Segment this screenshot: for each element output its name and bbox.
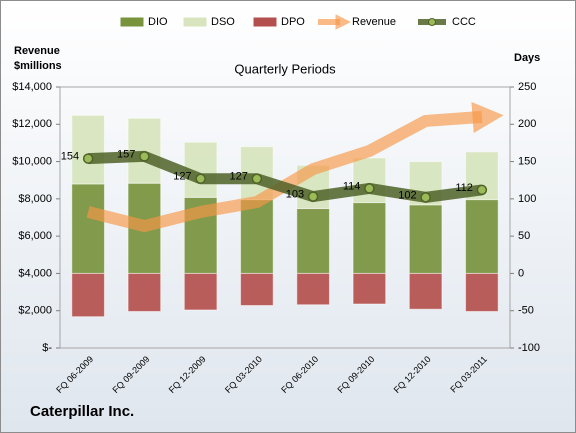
bar: [408, 272, 443, 310]
bar: [465, 272, 499, 312]
y-tick-label: $2,000: [18, 305, 52, 317]
legend-swatch: [428, 18, 436, 26]
y2-tick-label: -100: [518, 342, 540, 354]
ccc-marker: [82, 153, 94, 164]
ccc-marker: [195, 173, 206, 184]
bar: [71, 272, 105, 318]
chart-subtitle: Quarterly Periods: [234, 61, 336, 76]
data-label: 114: [343, 180, 361, 192]
bar: [352, 272, 387, 305]
data-label: 103: [286, 189, 304, 201]
y-tick-label: $4,000: [18, 267, 52, 279]
ccc-marker: [307, 191, 319, 202]
legend-label: DPO: [281, 16, 305, 28]
bar: [352, 202, 387, 274]
y-axis-label: Revenue: [14, 45, 60, 57]
data-label: 157: [117, 148, 135, 160]
legend-label: Revenue: [352, 16, 396, 28]
legend-label: DSO: [211, 16, 235, 28]
bar: [296, 208, 330, 274]
y-tick-label: $8,000: [18, 193, 52, 205]
y2-tick-label: 150: [518, 155, 536, 167]
legend-label: DIO: [148, 16, 168, 28]
legend-swatch: [252, 16, 278, 28]
legend-label: CCC: [452, 16, 476, 28]
y2-tick-label: 50: [518, 230, 530, 242]
bar: [240, 272, 274, 306]
legend-swatch: [119, 16, 145, 28]
ccc-marker: [139, 151, 150, 162]
y-tick-label: $-: [42, 342, 52, 354]
y2-tick-label: 100: [518, 193, 536, 205]
ccc-marker: [476, 184, 488, 196]
y2-tick-label: 200: [518, 118, 536, 130]
y2-tick-label: 0: [518, 267, 524, 279]
y-tick-label: $12,000: [12, 118, 52, 130]
bar: [127, 272, 162, 312]
y-tick-label: $6,000: [18, 230, 52, 242]
data-label: 127: [173, 171, 191, 183]
data-label: 127: [230, 171, 248, 183]
company-name: Caterpillar Inc.: [30, 403, 134, 420]
plot-area: [59, 86, 511, 349]
bar: [240, 199, 274, 274]
bar: [408, 204, 443, 274]
legend-swatch: [182, 16, 208, 28]
y-tick-label: $10,000: [12, 155, 52, 167]
ccc-marker: [364, 183, 375, 194]
y-tick-label: $14,000: [12, 81, 52, 93]
data-label: 102: [398, 189, 416, 201]
bar: [71, 114, 105, 185]
ccc-marker: [251, 173, 263, 184]
y2-tick-label: 250: [518, 81, 536, 93]
bar: [127, 117, 162, 184]
bar: [183, 272, 218, 311]
bar: [296, 272, 330, 306]
data-label: 112: [455, 182, 473, 194]
bar: [71, 183, 105, 274]
ccc-marker: [420, 192, 431, 203]
y2-axis-label: Days: [514, 52, 540, 64]
data-label: 154: [61, 150, 79, 162]
bar: [465, 199, 499, 274]
y-axis-label: $millions: [14, 60, 62, 72]
ccc-line: [87, 150, 483, 203]
y2-tick-label: -50: [518, 305, 534, 317]
